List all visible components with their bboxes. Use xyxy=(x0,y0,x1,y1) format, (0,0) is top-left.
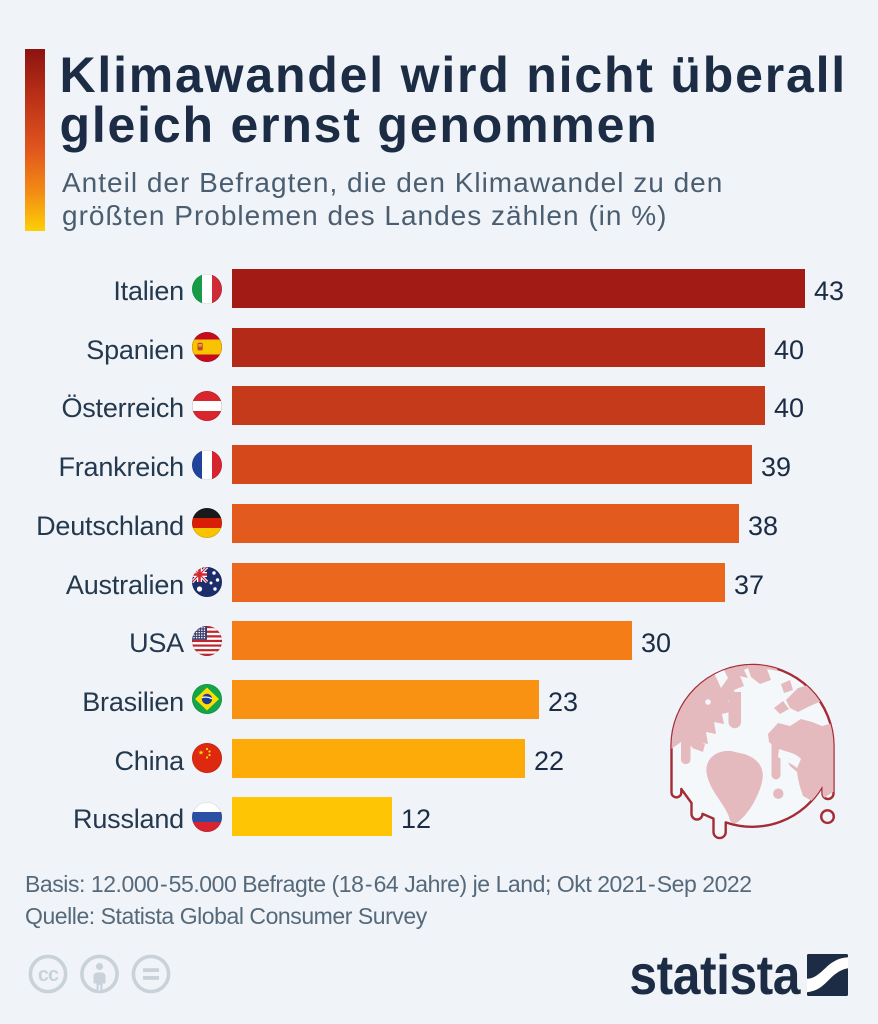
svg-text:cc: cc xyxy=(38,964,59,986)
